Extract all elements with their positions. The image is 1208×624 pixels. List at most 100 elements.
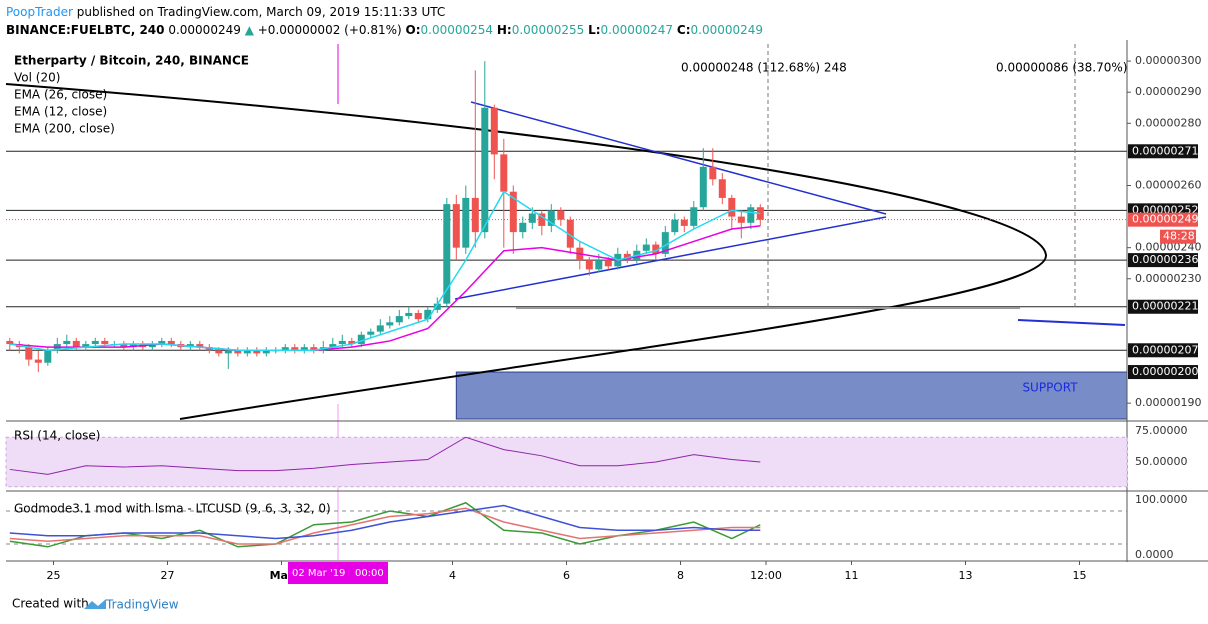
candle-body xyxy=(367,331,375,335)
candle-body xyxy=(528,213,536,223)
candle-body xyxy=(728,197,736,217)
candle-body xyxy=(595,260,603,270)
candle-body xyxy=(500,154,508,192)
candle-body xyxy=(101,340,109,345)
candle-body xyxy=(623,253,631,261)
publisher[interactable]: PoopTrader xyxy=(6,5,73,19)
ohlc-key: O: xyxy=(405,23,421,37)
candle-body xyxy=(737,216,745,223)
x-tick-label: 8 xyxy=(677,569,684,582)
x-tick-label: 25 xyxy=(47,569,61,582)
last-price-box xyxy=(1128,212,1198,227)
candle-body xyxy=(44,350,52,363)
x-tick-label: 4 xyxy=(449,569,456,582)
x-tick-label: Mar xyxy=(270,569,294,582)
candle-body xyxy=(538,213,546,226)
y-tick-label: 50.00000 xyxy=(1135,455,1188,468)
change: +0.00000002 (+0.81%) xyxy=(257,23,402,37)
ema-line xyxy=(9,225,761,352)
price-label-box xyxy=(1128,253,1198,268)
ema-line xyxy=(9,190,761,352)
parabola-drawing xyxy=(5,83,1048,420)
candle-body xyxy=(718,179,726,198)
annotation: 0.00000248 (112.68%) 248 xyxy=(681,61,847,75)
candle-body xyxy=(348,340,356,345)
candle-body xyxy=(300,347,308,351)
last-price-label: 0.00000249 xyxy=(1132,213,1198,226)
header-line-1: PoopTrader published on TradingView.com,… xyxy=(6,5,445,19)
ohlc: O:0.00000254 H:0.00000255 L:0.00000247 C… xyxy=(402,23,764,37)
y-tick-label: 0.0000 xyxy=(1135,548,1174,561)
drawings xyxy=(5,44,1126,560)
candle-body xyxy=(462,197,470,248)
candle-body xyxy=(680,219,688,226)
ohlc-key: H: xyxy=(496,23,512,37)
candle-body xyxy=(471,197,479,233)
candle-body xyxy=(338,340,346,345)
candle-body xyxy=(642,244,650,251)
y-tick-label: 100.0000 xyxy=(1135,493,1188,506)
candle-body xyxy=(376,325,384,332)
ohlc-value: 0.00000247 xyxy=(600,23,674,37)
y-tick-label: 0.00000190 xyxy=(1135,396,1201,409)
price-label-box xyxy=(1128,343,1198,358)
candle-body xyxy=(34,359,42,363)
x-tick-label: 11 xyxy=(845,569,859,582)
candle-body xyxy=(652,244,660,254)
footer-brand[interactable]: TradingView xyxy=(105,598,179,612)
candle-body xyxy=(547,210,555,226)
candle-body xyxy=(747,207,755,223)
last: 0.00000249 xyxy=(168,23,241,37)
candle-body xyxy=(443,204,451,304)
ohlc-value: 0.00000255 xyxy=(511,23,585,37)
price-label: 0.00000221 xyxy=(1132,300,1198,313)
candle-body xyxy=(566,219,574,248)
candle-body xyxy=(329,344,337,348)
arrow: ▲ xyxy=(244,23,254,37)
candle-body xyxy=(671,219,679,233)
legend-entry: Etherparty / Bitcoin, 240, BINANCE xyxy=(14,54,249,68)
y-tick-label: 0.00000240 xyxy=(1135,241,1201,254)
godmode-line xyxy=(9,504,761,540)
candle-body xyxy=(414,312,422,320)
price-label-box xyxy=(1128,299,1198,314)
triangle-lower xyxy=(454,216,887,300)
candle-body xyxy=(148,344,156,348)
blue-ray xyxy=(1017,319,1126,326)
candle-body xyxy=(585,260,593,270)
candle-body xyxy=(120,344,128,348)
candle-body xyxy=(709,166,717,180)
ohlc-value: 0.00000249 xyxy=(690,23,764,37)
candle-body xyxy=(6,340,14,345)
legend-entry: EMA (12, close) xyxy=(14,105,107,119)
footer-created: Created with xyxy=(12,597,89,611)
y-tick-label: 0.00000290 xyxy=(1135,85,1201,98)
candle-body xyxy=(82,344,90,348)
candle-body xyxy=(357,334,365,345)
price-label-box xyxy=(1128,365,1198,380)
candle-body xyxy=(25,347,33,360)
y-tick-label: 75.00000 xyxy=(1135,424,1188,437)
candle-body xyxy=(196,344,204,348)
candle-body xyxy=(253,350,261,354)
price-label: 0.00000236 xyxy=(1132,253,1198,266)
symbol: BINANCE:FUELBTC, 240 xyxy=(6,23,165,37)
y-tick-label: 0.00000230 xyxy=(1135,272,1201,285)
legend-entry: Vol (20) xyxy=(14,71,60,85)
price-label: 0.00000271 xyxy=(1132,144,1198,157)
candle-body xyxy=(604,260,612,267)
candle-body xyxy=(481,107,489,233)
price-label: 0.00000207 xyxy=(1132,343,1198,356)
candle-body xyxy=(281,347,289,351)
x-tick-label: 13 xyxy=(959,569,973,582)
candle-body xyxy=(215,350,223,354)
x-tick-label: 27 xyxy=(161,569,175,582)
triangle-upper xyxy=(470,101,887,215)
candle-body xyxy=(424,309,432,320)
godmode-line xyxy=(9,501,761,548)
candle-body xyxy=(158,340,166,345)
legend-entry: EMA (26, close) xyxy=(14,88,107,102)
candle-body xyxy=(490,107,498,155)
